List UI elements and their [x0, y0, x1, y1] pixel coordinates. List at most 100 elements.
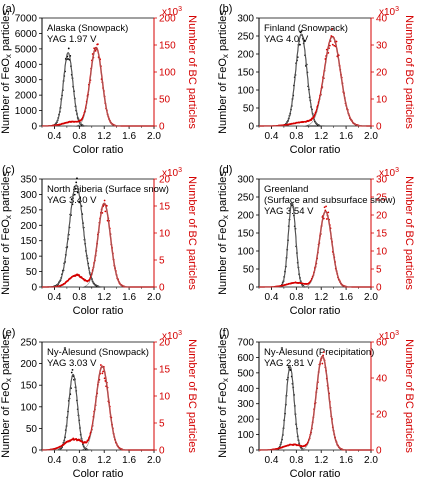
y-right-tick-label: 20: [159, 175, 171, 186]
data-point: [75, 181, 78, 184]
data-point: [101, 372, 104, 375]
x-tick-label: 0.8: [72, 455, 86, 466]
y-left-tick-label: 150: [237, 68, 254, 79]
component-fit-line: [42, 47, 154, 127]
panel-annotation: (Surface and subsurface snow): [264, 195, 395, 206]
data-point: [103, 199, 106, 202]
y-left-tick-label: 200: [237, 415, 254, 426]
series-markers: [274, 205, 348, 288]
y-right-tick-label: 15: [159, 202, 171, 213]
x-tick-label: 1.6: [339, 455, 353, 466]
series-fit-line: [259, 210, 371, 288]
y-left-tick-label: 250: [20, 338, 37, 349]
panel-annotation: YAG 2.81 V: [264, 358, 314, 369]
y-left-tick-label: 300: [237, 399, 254, 410]
panel-letter: (e): [2, 327, 15, 339]
y-right-tick-label: 5: [376, 265, 382, 276]
y-left-tick-label: 3000: [15, 75, 38, 86]
y-left-axis-title: Number of FeOx particles: [0, 171, 13, 295]
y-right-tick-label: 10: [159, 229, 171, 240]
y-right-tick-label: 20: [376, 211, 388, 222]
x-tick-label: 0.8: [289, 455, 303, 466]
panel-e: (e)0.4 0.8 1.2 1.6 2.00501001502002500510152…: [0, 327, 198, 480]
right-axis-multiplier: x103: [379, 6, 399, 18]
panel-annotation: Alaska (Snowpack): [47, 23, 128, 34]
y-right-tick-label: 25: [376, 193, 388, 204]
x-tick-label: 1.6: [122, 292, 136, 303]
data-point: [104, 210, 107, 213]
panel-d: (d)0.4 0.8 1.2 1.6 2.00501001502002503000510…: [217, 164, 415, 317]
data-point: [70, 371, 73, 374]
panel-a: (a)0.4 0.8 1.2 1.6 2.00100020003000400050006…: [0, 3, 198, 156]
y-right-tick-label: 150: [159, 41, 176, 52]
panel-annotation: Finland (Snowpack): [264, 23, 348, 34]
y-left-tick-label: 200: [237, 211, 254, 222]
data-point: [325, 218, 328, 220]
y-left-axis-title: Number of FeOx particles: [217, 171, 230, 295]
y-left-tick-label: 500: [237, 368, 254, 379]
y-left-tick-label: 250: [20, 205, 37, 216]
data-point: [300, 30, 303, 33]
right-axis-multiplier: x103: [162, 330, 182, 342]
x-tick-label: 0.4: [47, 455, 61, 466]
right-axis-multiplier: x103: [162, 6, 182, 18]
x-tick-label: 2.0: [147, 455, 161, 466]
y-left-tick-label: 50: [26, 424, 38, 435]
component-fit-line: [259, 211, 371, 288]
y-left-tick-label: 250: [237, 193, 254, 204]
y-left-tick-label: 100: [237, 430, 254, 441]
x-axis-title: Color ratio: [73, 468, 124, 480]
y-left-tick-label: 6000: [15, 29, 38, 40]
panel-annotation: Greenland: [264, 184, 308, 195]
y-left-tick-label: 7000: [15, 14, 38, 25]
y-left-tick-label: 0: [248, 446, 254, 457]
y-right-axis-title: Number of BC particles: [186, 176, 198, 290]
panel-annotation: YAG 1.97 V: [47, 34, 97, 45]
x-tick-label: 2.0: [364, 292, 378, 303]
x-tick-label: 2.0: [147, 131, 161, 142]
x-tick-label: 0.4: [47, 131, 61, 142]
data-point: [76, 191, 79, 194]
series-markers: [275, 366, 304, 451]
x-tick-label: 1.2: [97, 455, 111, 466]
series-fit-line: [42, 365, 154, 451]
data-point: [333, 44, 336, 47]
panel-annotation: YAG 3.03 V: [47, 358, 97, 369]
y-left-tick-label: 4000: [15, 60, 38, 71]
y-left-tick-label: 100: [20, 402, 37, 413]
data-point: [325, 205, 327, 208]
x-axis-title: Color ratio: [73, 305, 124, 317]
panel-letter: (b): [219, 3, 232, 15]
y-left-tick-label: 150: [20, 236, 37, 247]
x-axis-title: Color ratio: [73, 144, 124, 156]
y-right-tick-label: 15: [159, 365, 171, 376]
y-left-tick-label: 200: [20, 359, 37, 370]
data-point: [78, 201, 81, 204]
y-right-tick-label: 40: [376, 374, 388, 385]
y-right-tick-label: 0: [376, 446, 382, 457]
component-fit-line: [42, 52, 154, 127]
y-left-tick-label: 200: [237, 50, 254, 61]
x-axis-title: Color ratio: [290, 468, 341, 480]
series-fit-line: [42, 202, 154, 288]
data-point: [331, 43, 334, 46]
y-left-tick-label: 100: [237, 86, 254, 97]
y-right-tick-label: 10: [159, 392, 171, 403]
x-tick-label: 0.8: [289, 131, 303, 142]
x-tick-label: 1.6: [339, 292, 353, 303]
panel-letter: (a): [2, 3, 15, 15]
data-point: [76, 177, 78, 180]
y-left-tick-label: 300: [237, 175, 254, 186]
y-right-axis-title: Number of BC particles: [186, 339, 198, 453]
data-point: [299, 43, 301, 46]
y-left-tick-label: 250: [237, 32, 254, 43]
x-tick-label: 1.2: [314, 455, 328, 466]
y-right-axis-title: Number of BC particles: [403, 15, 415, 129]
y-left-tick-label: 100: [237, 247, 254, 258]
x-tick-label: 0.4: [264, 292, 278, 303]
panel-annotation: YAG 4.0 V: [264, 34, 309, 45]
x-tick-label: 1.2: [314, 131, 328, 142]
data-point: [331, 28, 333, 31]
y-right-tick-label: 20: [159, 338, 171, 349]
